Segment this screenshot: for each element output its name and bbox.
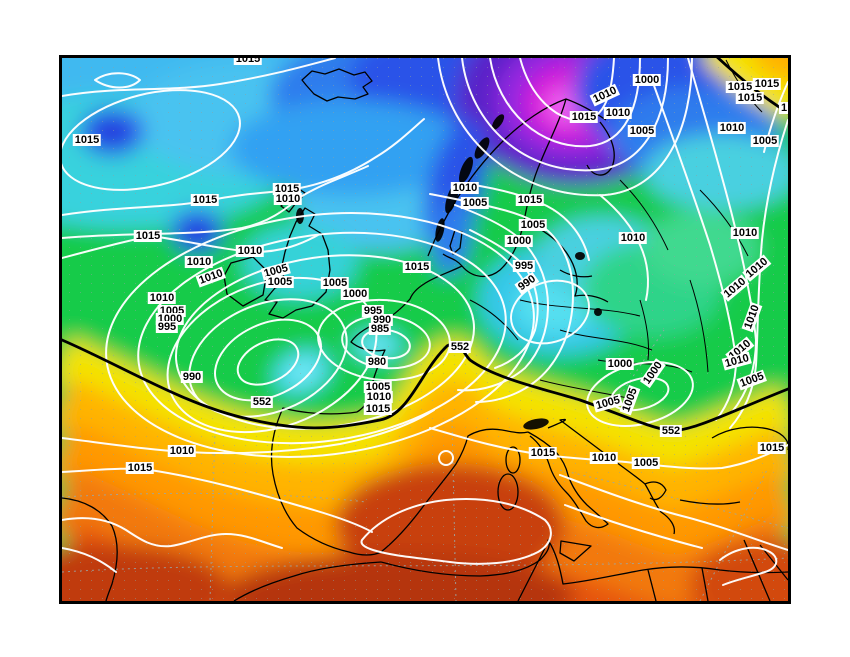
isobar-label: 990 — [514, 271, 540, 295]
isobar-label: 1015 — [569, 111, 599, 123]
isobar-label: 1015 — [752, 78, 782, 90]
graticule — [62, 329, 788, 601]
isobar-label: 1015 — [233, 58, 263, 65]
isobar-label: 1015 — [735, 92, 765, 104]
isobar-label: 1 — [778, 102, 788, 114]
isobar-label: 1015 — [272, 183, 302, 195]
thickness-label: 552 — [250, 396, 274, 408]
thickness-label: 552 — [448, 341, 472, 353]
isobar-label: 1010 — [618, 232, 648, 244]
isobar-label: 1000 — [639, 357, 667, 389]
isobar-label: 980 — [365, 356, 389, 368]
isobar-label: 995 — [512, 260, 536, 272]
isobar-label: 1005 — [631, 457, 661, 469]
isobar-label: 1005 — [265, 276, 295, 288]
isobar-label: 1000 — [340, 288, 370, 300]
isobar-label: 1015 — [190, 194, 220, 206]
isobar-label: 1010 — [720, 274, 750, 302]
isobar-label: 1010 — [364, 391, 394, 403]
isobar-label: 1005 — [363, 381, 393, 393]
isobar-label: 1005 — [320, 277, 350, 289]
isobar-label: 1010 — [589, 452, 619, 464]
isobar-label: 1010 — [167, 445, 197, 457]
isobar-label: 1005 — [736, 369, 768, 391]
isobar-label: 1015 — [125, 462, 155, 474]
isobar-label: 1005 — [460, 197, 490, 209]
isobar-label: 1010 — [603, 107, 633, 119]
isobar-label: 1005 — [750, 135, 780, 147]
isobar-label: 1015 — [528, 447, 558, 459]
isobar-label: 1010 — [730, 227, 760, 239]
isobar-label: 1015 — [757, 442, 787, 454]
map-frame — [59, 55, 791, 604]
isobar-label: 1010 — [741, 301, 763, 333]
isobar-label: 1010 — [450, 182, 480, 194]
isobar-label: 1010 — [717, 122, 747, 134]
isobar-label: 1015 — [515, 194, 545, 206]
isobar-label: 1015 — [72, 134, 102, 146]
isobar-label: 990 — [180, 371, 204, 383]
isobar-label: 1005 — [627, 125, 657, 137]
isobar-label: 1010 — [184, 256, 214, 268]
isobar-label: 1010 — [147, 292, 177, 304]
isobar-label: 1015 — [363, 403, 393, 415]
isobar-label: 1000 — [504, 235, 534, 247]
isobar-label: 1000 — [605, 358, 635, 370]
thickness-label: 552 — [659, 425, 683, 437]
isobar-label: 1010 — [742, 254, 772, 282]
isobar-label: 1005 — [592, 393, 624, 413]
isobar-label: 1010 — [235, 245, 265, 257]
isobar-label: 1000 — [632, 74, 662, 86]
isobar-label: 1010 — [195, 266, 227, 288]
isobar-label: 1010 — [589, 83, 621, 107]
isobar-label: 1005 — [518, 219, 548, 231]
isobar-label: 1015 — [133, 230, 163, 242]
isobar-label: 1015 — [402, 261, 432, 273]
isobar-label: 1015 — [725, 81, 755, 93]
isobar-label: 985 — [368, 323, 392, 335]
isobar-labels-layer: 1015 1015 1015 1015 1010 1015 1010 1005 1005 1010… — [62, 58, 788, 601]
isobar-label: 1005 — [619, 384, 641, 416]
isobar-label: 1010 — [273, 193, 303, 205]
isobar-label: 995 — [155, 321, 179, 333]
